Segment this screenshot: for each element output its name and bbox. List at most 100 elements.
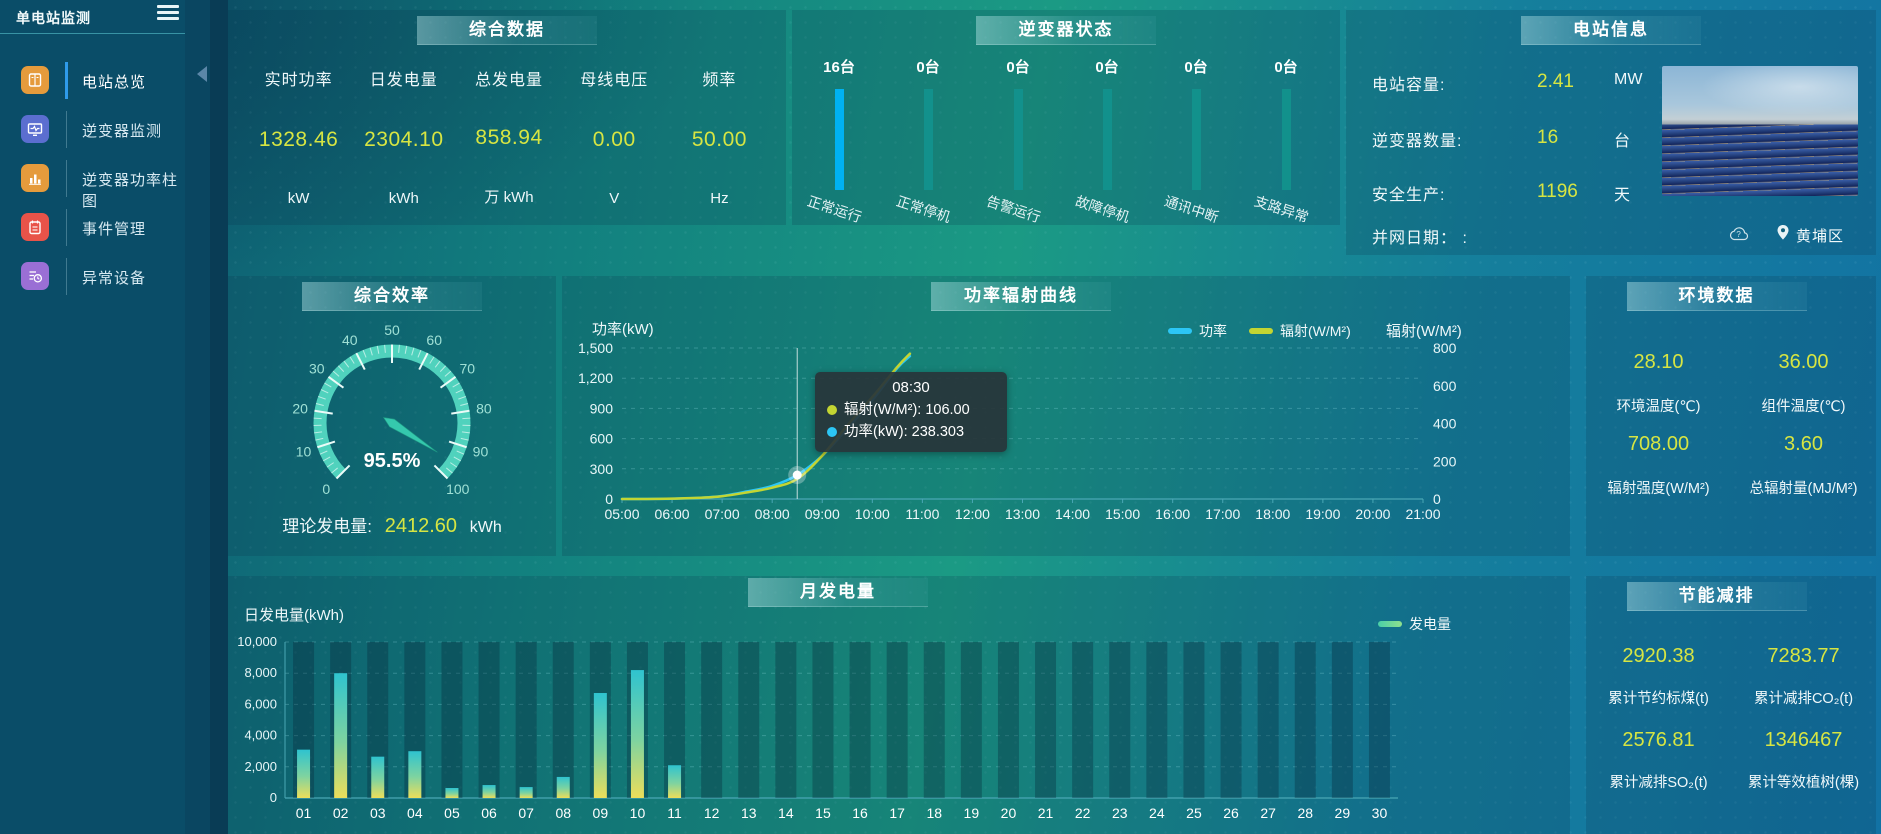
sidebar-header: 单电站监测 [0,0,185,34]
metric-unit: kW [287,190,310,207]
svg-text:28: 28 [1297,805,1313,821]
status-count: 0台 [1184,59,1208,76]
svg-text:18: 18 [926,805,942,821]
svg-text:03: 03 [370,805,386,821]
metric-label: 总发电量 [475,72,544,89]
efficiency-gauge-chart[interactable]: 0 10 20 30 40 50 60 70 80 90 100 [228,276,556,556]
svg-text:10:00: 10:00 [855,506,890,522]
svg-text:10: 10 [296,444,312,460]
svg-text:04: 04 [407,805,423,821]
panel-title-station-info: 电站信息 [1521,16,1701,45]
sidebar-item-inverter-power-bars[interactable]: 逆变器功率柱图 [0,154,185,210]
panel-title-monthly: 月发电量 [748,578,928,607]
svg-text:11:00: 11:00 [905,506,939,522]
status-bar [1013,89,1023,190]
svg-text:08:00: 08:00 [755,506,790,522]
cell-value: 7283.77 [1767,645,1840,667]
sidebar-item-abnormal-devices[interactable]: 异常设备 [0,252,185,301]
sidebar-item-event-management[interactable]: 事件管理 [0,203,185,252]
active-indicator [65,62,68,99]
svg-text:600: 600 [590,431,614,447]
saving-trees: 1346467 累计等效植树(棵) [1731,728,1876,792]
abnormal-device-icon [21,262,49,290]
theory-label: 理论发电量: [282,517,372,536]
sidebar-item-label: 逆变器监测 [82,123,163,140]
cell-label: 累计减排CO₂(t) [1753,691,1854,707]
svg-text:2,000: 2,000 [244,759,277,774]
monthly-generation-bar-chart[interactable]: 0 2,000 4,000 6,000 8,000 10,000 01 02 03 04 05 06 0… [228,576,1570,834]
row-label: 逆变器数量: [1372,133,1463,150]
legend-item-radiation[interactable]: 辐射(W/M²) [1249,321,1351,341]
status-count: 0台 [1006,59,1030,76]
main-content: 综合数据 实时功率 1328.46 kW 日发电量 2304.10 kWh 总发… [228,0,1881,834]
legend-item-generation[interactable]: 发电量 [1378,614,1451,634]
svg-text:6,000: 6,000 [244,696,277,711]
right-axis-title: 辐射(W/M²) [1386,323,1462,340]
metric-unit: V [609,190,620,207]
svg-text:09:00: 09:00 [805,506,840,522]
cell-value: 2920.38 [1622,645,1695,667]
metric-unit: Hz [710,190,729,207]
inverter-monitor-icon [21,115,49,143]
inverter-status-alarm-running[interactable]: 0台 告警运行 [973,56,1063,226]
svg-text:13:00: 13:00 [1005,506,1040,522]
svg-text:21: 21 [1038,805,1054,821]
svg-text:800: 800 [1433,340,1457,356]
metric-daily-generation: 日发电量 2304.10 kWh [351,58,456,213]
row-value: 2.41 [1537,71,1574,92]
tooltip-radiation-row: 辐射(W/M²): 106.00 [827,399,995,421]
svg-text:15: 15 [815,805,831,821]
inverter-count-row: 逆变器数量: 16 台 [1346,127,1876,151]
bar-chart-icon [21,164,49,192]
cell-value: 2576.81 [1622,729,1695,751]
panel-station-info: 电站信息 电站容量: 2.41 MW 逆变器数量: 16 台 安全生产: 119… [1346,10,1876,255]
chart-tooltip: 08:30 辐射(W/M²): 106.00 功率(kW): 238.303 [815,372,1007,452]
cell-value: 1346467 [1764,729,1843,751]
row-label: 电站容量: [1372,77,1446,94]
status-count: 0台 [1095,59,1119,76]
radiation-legend-marker [1249,328,1273,334]
sidebar-item-station-overview[interactable]: 电站总览 [0,56,185,105]
district-label: 黄埔区 [1796,228,1845,245]
cell-label: 累计等效植树(棵) [1747,775,1860,791]
sidebar-item-label: 异常设备 [82,270,147,287]
collapse-sidebar-button[interactable] [197,66,207,82]
status-label: 正常运行 [805,192,864,226]
svg-text:300: 300 [590,461,614,477]
svg-text:19: 19 [964,805,980,821]
svg-text:25: 25 [1186,805,1202,821]
metric-row: 实时功率 1328.46 kW 日发电量 2304.10 kWh 总发电量 85… [246,58,772,213]
legend-item-power[interactable]: 功率 [1168,321,1227,341]
inverter-status-comm-lost[interactable]: 0台 通讯中断 [1151,56,1241,226]
generation-legend-marker [1378,621,1402,627]
svg-text:200: 200 [1433,453,1457,469]
inverter-status-branch-abnormal[interactable]: 0台 支路异常 [1241,56,1331,226]
metric-unit: 万 kWh [484,189,534,206]
grid-connection-date-row: 并网日期： : [1346,224,1876,248]
svg-text:17:00: 17:00 [1205,506,1240,522]
panel-environment-data: 环境数据 28.10 环境温度(℃) 36.00 组件温度(℃) 708.00 … [1586,276,1876,556]
inverter-status-normal-stop[interactable]: 0台 正常停机 [883,56,973,226]
divider [66,111,67,148]
inverter-status-normal-running[interactable]: 16台 正常运行 [794,56,884,226]
sidebar: 单电站监测 电站总览 逆变器监测 [0,0,185,834]
svg-text:60: 60 [426,332,442,348]
sidebar-item-inverter-monitor[interactable]: 逆变器监测 [0,105,185,154]
cell-value: 3.60 [1784,433,1823,455]
cell-label: 辐射强度(W/M²) [1607,481,1710,497]
tooltip-text: 功率(kW): 238.303 [844,424,965,440]
power-radiation-line-chart[interactable]: 0 300 600 900 1,200 1,500 0 200 400 600 800 05:00 06… [562,276,1570,556]
sidebar-item-label: 电站总览 [82,74,147,91]
saving-coal: 2920.38 累计节约标煤(t) [1586,644,1731,708]
inverter-status-fault-stop[interactable]: 0台 故障停机 [1062,56,1152,226]
svg-text:20:00: 20:00 [1355,506,1390,522]
svg-text:06:00: 06:00 [655,506,690,522]
svg-text:?: ? [1736,230,1741,239]
status-label: 告警运行 [984,192,1043,226]
svg-text:13: 13 [741,805,757,821]
svg-text:4,000: 4,000 [244,728,277,743]
svg-text:30: 30 [1372,805,1388,821]
station-photo [1662,66,1858,196]
metric-label: 频率 [702,72,737,89]
menu-toggle-icon[interactable] [157,5,179,21]
